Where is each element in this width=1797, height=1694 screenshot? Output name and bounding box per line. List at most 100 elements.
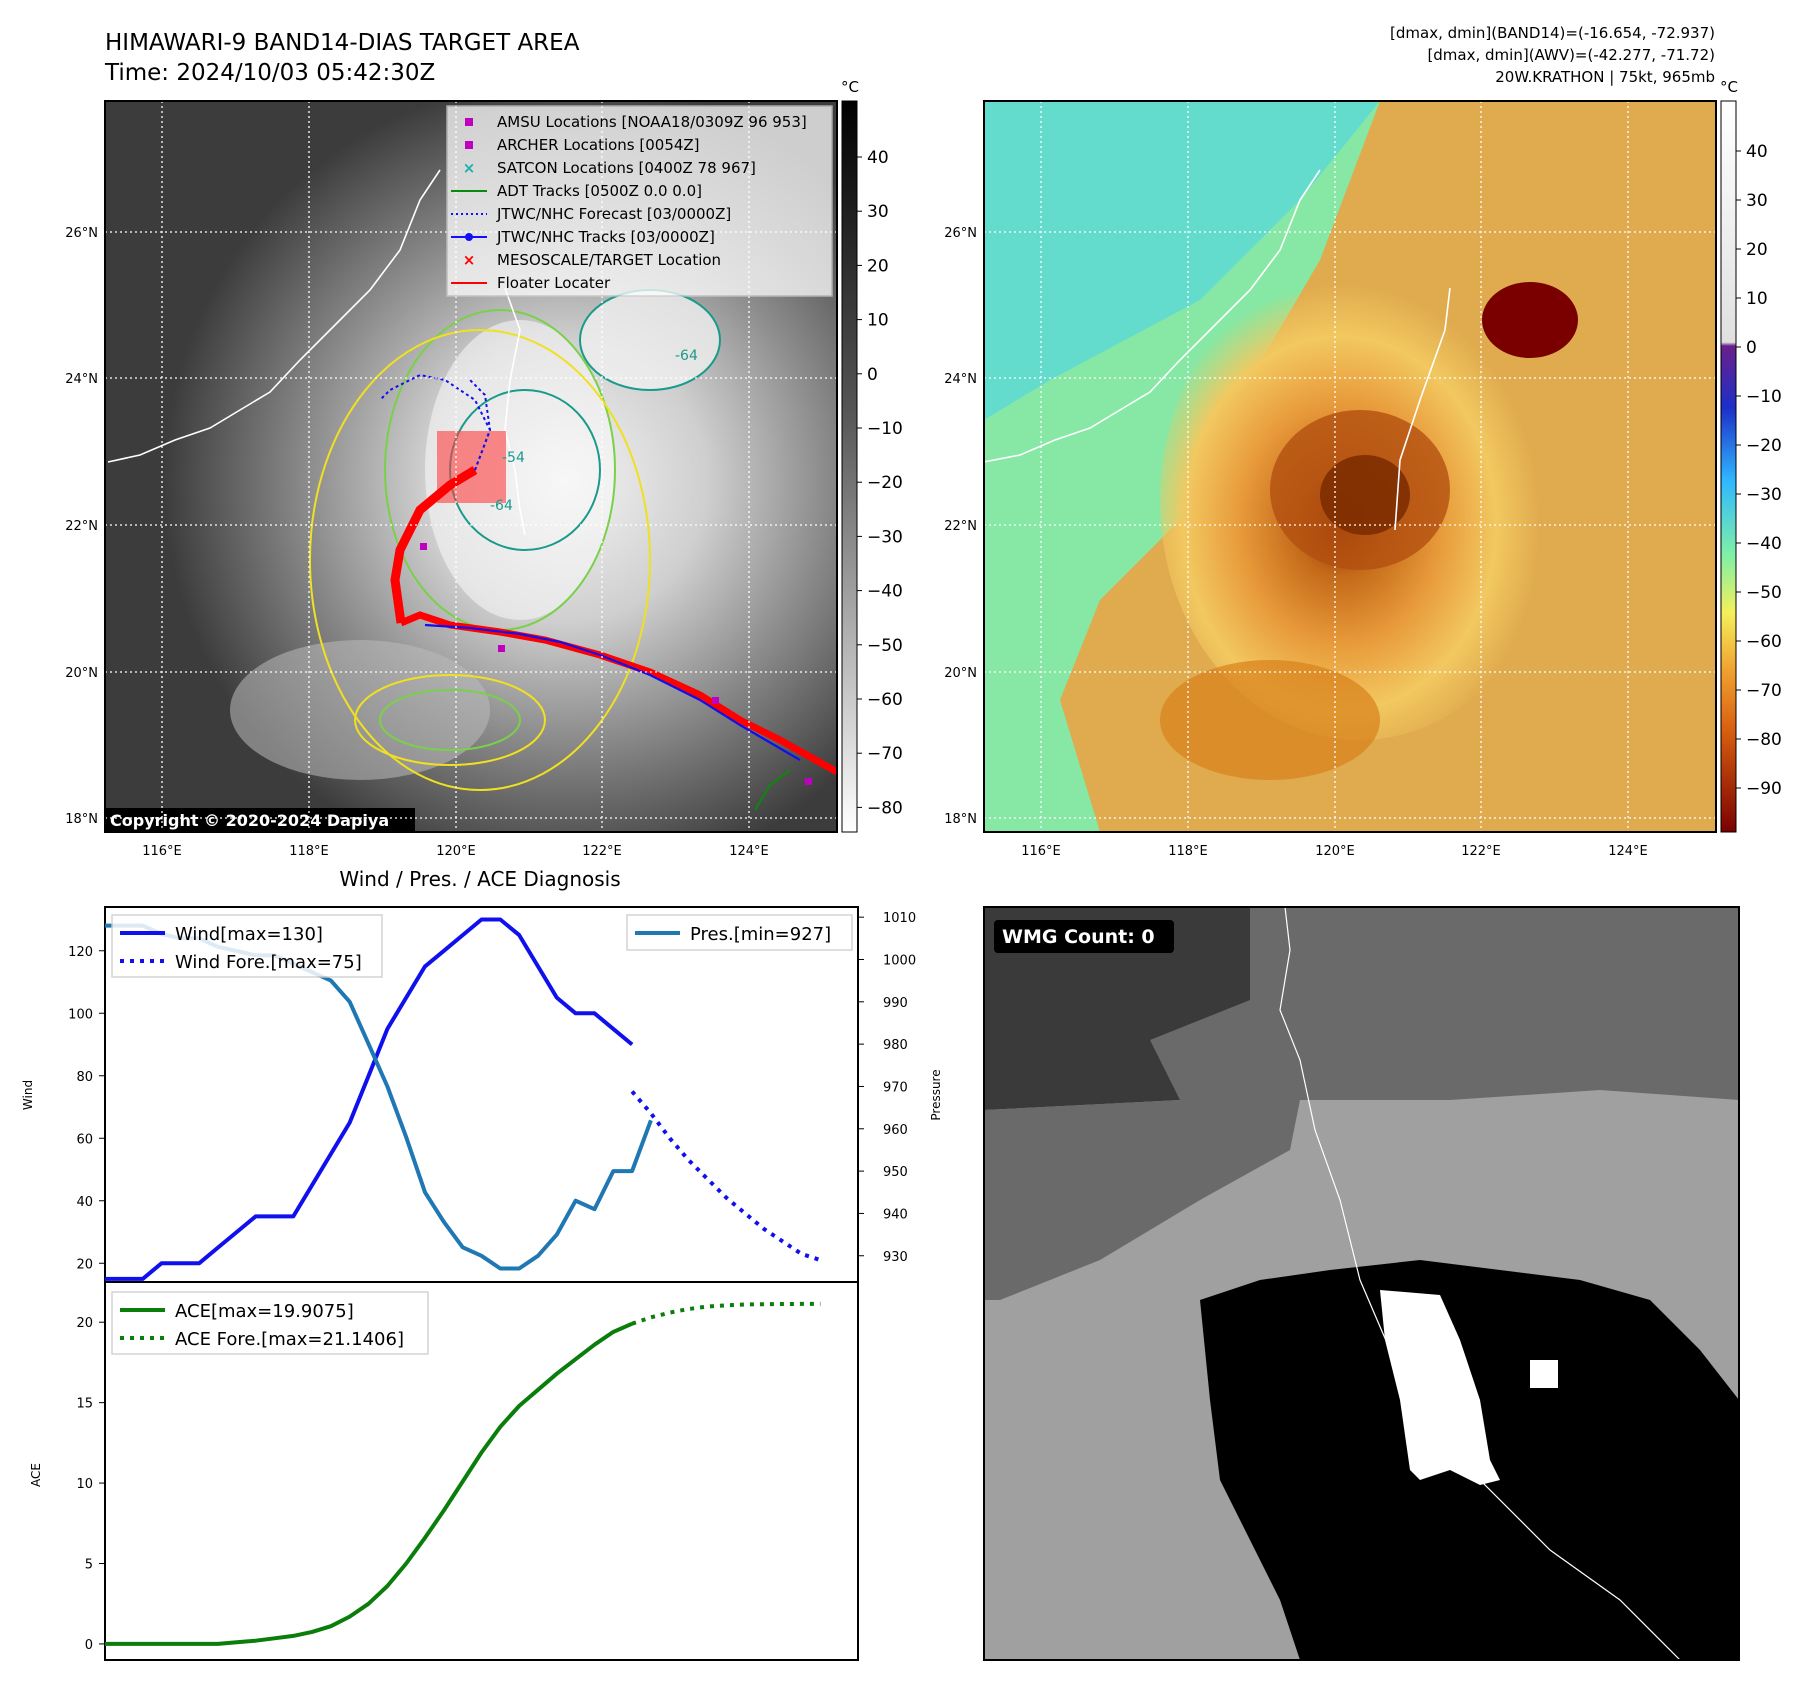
pressure-tick-label: 1000 [883, 953, 916, 968]
wind-tick-label: 120 [68, 945, 93, 960]
wind-tick-label: 80 [76, 1070, 93, 1085]
colorbar-tick-label: 10 [1746, 289, 1768, 309]
series-line [630, 1090, 822, 1263]
lon-tick-label: 116°E [1021, 844, 1061, 859]
pressure-tick-label: 1010 [883, 911, 916, 926]
legend-marker: × [463, 251, 476, 269]
legend-label: AMSU Locations [NOAA18/0309Z 96 953] [497, 113, 807, 131]
lat-tick-label: 22°N [944, 519, 977, 534]
lat-tick-label: 20°N [944, 666, 977, 681]
colorbar-tick-label: −40 [1746, 534, 1782, 554]
lat-tick-label: 26°N [944, 226, 977, 241]
ir-color-map [983, 100, 1717, 833]
color-colorbar: °C 40 30 20 10 0 −10 −20 −30 −40 −50 −60 −70 −80 −90 [1720, 78, 1782, 833]
colorbar-tick-label: 0 [1746, 338, 1757, 358]
ace-legend: ACE[max=19.9075] ACE Fore.[max=21.1406] [111, 1291, 429, 1355]
series-line [105, 1321, 633, 1646]
colorbar-tick-label: −40 [867, 582, 903, 602]
lon-tick-label: 122°E [1461, 844, 1501, 859]
lon-tick-label: 116°E [142, 844, 182, 859]
lon-tick-label: 122°E [582, 844, 622, 859]
lat-tick-label: 20°N [65, 666, 98, 681]
lat-tick-label: 18°N [65, 812, 98, 827]
wind-tick-label: 60 [76, 1132, 93, 1147]
legend-label: Floater Locater [497, 274, 611, 292]
ace-axis-label: ACE [29, 1463, 43, 1487]
figure-time: Time: 2024/10/03 05:42:30Z [104, 60, 435, 86]
figure-title: HIMAWARI-9 BAND14-DIAS TARGET AREA [105, 30, 580, 56]
wind-axis-label: Wind [21, 1080, 35, 1110]
wmg-count-label: WMG Count: 0 [1002, 926, 1155, 948]
legend-wind: Wind[max=130] [175, 924, 323, 945]
ace-tick-label: 0 [85, 1638, 93, 1653]
chart-title: Wind / Pres. / ACE Diagnosis [339, 867, 620, 891]
pressure-tick-label: 940 [883, 1207, 908, 1222]
lat-tick-label: 24°N [944, 372, 977, 387]
colorbar-tick-label: −20 [1746, 436, 1782, 456]
colorbar-tick-label: −60 [867, 690, 903, 710]
legend-wind-forecast: Wind Fore.[max=75] [175, 952, 362, 973]
wind-tick-label: 100 [68, 1007, 93, 1022]
colorbar-tick-label: −10 [1746, 387, 1782, 407]
stats-band14: [dmax, dmin](BAND14)=(-16.654, -72.937) [1390, 24, 1715, 42]
legend-label: MESOSCALE/TARGET Location [497, 251, 721, 269]
legend-label: SATCON Locations [0400Z 78 967] [497, 159, 756, 177]
colorbar-tick-label: 30 [1746, 191, 1768, 211]
legend-pressure: Pres.[min=927] [690, 924, 831, 945]
colorbar-tick-label: 10 [867, 311, 889, 331]
legend-marker [465, 141, 473, 149]
legend-marker [465, 118, 473, 126]
lon-tick-label: 124°E [1608, 844, 1648, 859]
wind-legend: Wind[max=130] Wind Fore.[max=75] [111, 914, 383, 978]
colorbar-tick-label: −70 [867, 744, 903, 764]
stats-awv: [dmax, dmin](AWV)=(-42.277, -71.72) [1427, 46, 1715, 64]
map-gridlines [984, 101, 1716, 832]
contour-label: -54 [502, 450, 525, 466]
map-frame [983, 100, 1717, 833]
legend-label: ARCHER Locations [0054Z] [497, 136, 700, 154]
colorbar-tick-label: −20 [867, 473, 903, 493]
pressure-legend: Pres.[min=927] [626, 914, 853, 951]
copyright-label: Copyright © 2020-2024 Dapiya [110, 811, 389, 830]
legend-marker [465, 233, 473, 241]
colorbar-tick-label: 40 [1746, 142, 1768, 162]
colorbar-tick-label: −80 [867, 798, 903, 818]
colorbar-tick-label: 0 [867, 365, 878, 385]
lat-tick-label: 24°N [65, 372, 98, 387]
lat-tick-label: 26°N [65, 226, 98, 241]
legend-label: JTWC/NHC Tracks [03/0000Z] [496, 228, 715, 246]
ace-tick-label: 15 [76, 1397, 93, 1412]
wind-tick-label: 40 [76, 1195, 93, 1210]
colorbar-tick-label: −70 [1746, 681, 1782, 701]
colorbar-tick-label: −50 [867, 636, 903, 656]
lat-tick-label: 22°N [65, 519, 98, 534]
contour-label: -64 [490, 498, 513, 514]
ace-tick-label: 5 [85, 1557, 93, 1572]
lon-tick-label: 120°E [1315, 844, 1355, 859]
colorbar-tick-label: 20 [867, 256, 889, 276]
colorbar-tick-label: −90 [1746, 779, 1782, 799]
colorbar-tick-label: 20 [1746, 240, 1768, 260]
legend-ace: ACE[max=19.9075] [175, 1301, 354, 1322]
map-tick-labels: 116°E 118°E 120°E 122°E 124°E 26°N 24°N 22°N 20°… [65, 226, 1648, 859]
series-line [631, 1301, 821, 1326]
colorbar-tick-label: −30 [1746, 485, 1782, 505]
map-legend: AMSU Locations [NOAA18/0309Z 96 953] ARCH… [446, 105, 833, 297]
colorbar-tick-label: 40 [867, 148, 889, 168]
lon-tick-label: 120°E [436, 844, 476, 859]
lon-tick-label: 124°E [729, 844, 769, 859]
series-line [105, 917, 634, 1281]
legend-marker: × [463, 159, 476, 177]
ace-tick-label: 20 [76, 1316, 93, 1331]
colorbar-unit: °C [841, 78, 859, 96]
contour-label: -64 [675, 348, 698, 364]
colorbar-tick-label: −80 [1746, 730, 1782, 750]
lon-tick-label: 118°E [289, 844, 329, 859]
colorbar-tick-label: −60 [1746, 632, 1782, 652]
ace-tick-label: 10 [76, 1477, 93, 1492]
pressure-tick-label: 950 [883, 1165, 908, 1180]
legend-label: ADT Tracks [0500Z 0.0 0.0] [497, 182, 702, 200]
map-frame [104, 100, 838, 833]
